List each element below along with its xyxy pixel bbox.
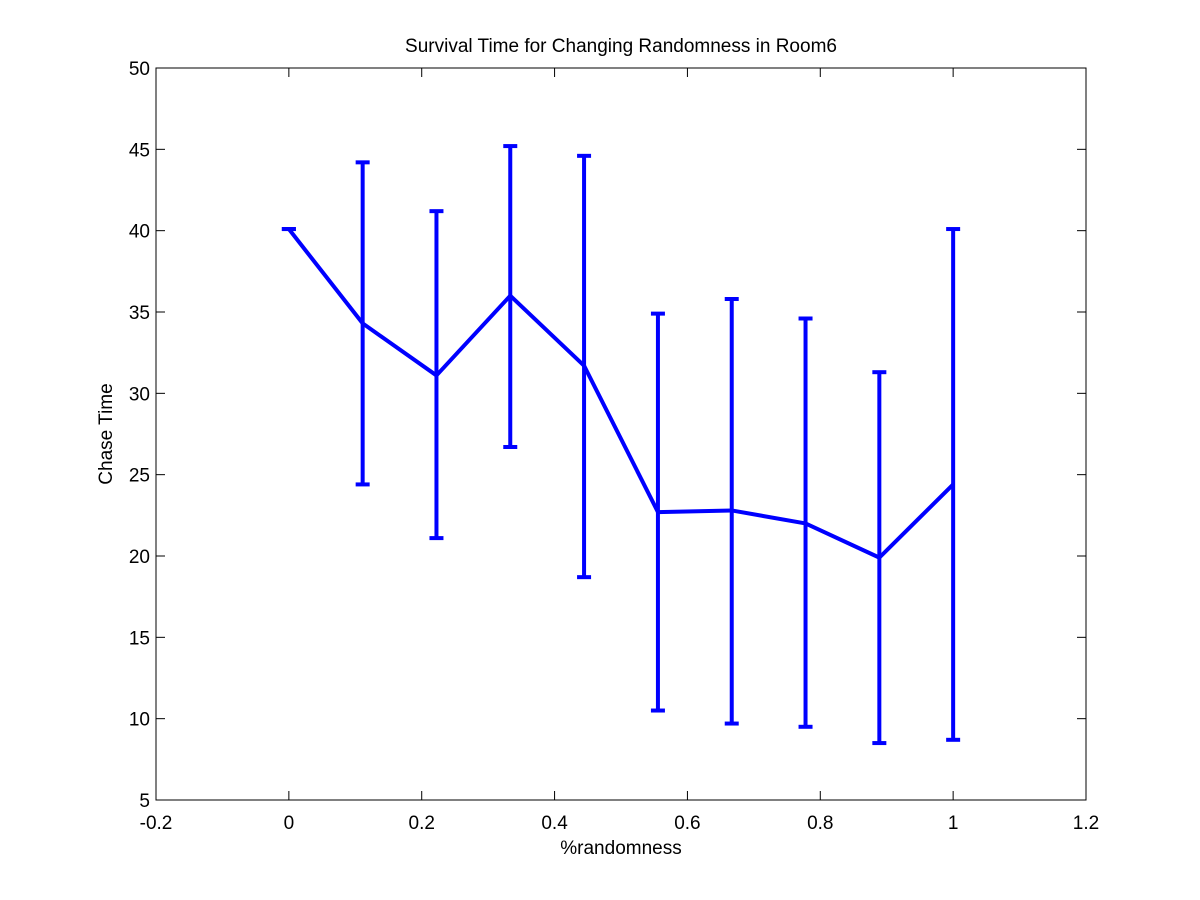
x-tick-label: 0.8 [807, 813, 833, 834]
x-axis-label: %randomness [560, 838, 681, 859]
x-tick-label: 1.2 [1073, 813, 1099, 834]
x-tick-label: 0 [284, 813, 295, 834]
plot-area [156, 68, 1086, 800]
x-tick-label: 0.6 [674, 813, 700, 834]
data-layer [281, 144, 961, 746]
y-tick-label: 30 [129, 384, 150, 405]
y-tick-label: 5 [139, 791, 150, 812]
y-tick-label: 40 [129, 222, 150, 243]
x-tick-label: 1 [948, 813, 959, 834]
y-tick-label: 50 [129, 59, 150, 80]
plot-frame [155, 67, 1087, 801]
x-tick-label: 0.4 [541, 813, 568, 834]
series-line [287, 227, 955, 560]
y-axis-label: Chase Time [96, 383, 117, 484]
chart-title: Survival Time for Changing Randomness in… [405, 36, 837, 57]
y-tick-label: 45 [129, 140, 150, 161]
x-tick-label: 0.2 [409, 813, 435, 834]
labels-layer: -0.2 0 0.2 0.4 0.6 0.8 1 1.2 5 10 15 20 25 30 35 40 45 50 [129, 59, 1099, 834]
x-tick-label: -0.2 [140, 813, 173, 834]
y-tick-label: 35 [129, 303, 150, 324]
y-tick-label: 15 [129, 628, 150, 649]
y-tick-label: 10 [129, 710, 150, 731]
y-tick-label: 25 [129, 466, 150, 487]
y-tick-label: 20 [129, 547, 150, 568]
